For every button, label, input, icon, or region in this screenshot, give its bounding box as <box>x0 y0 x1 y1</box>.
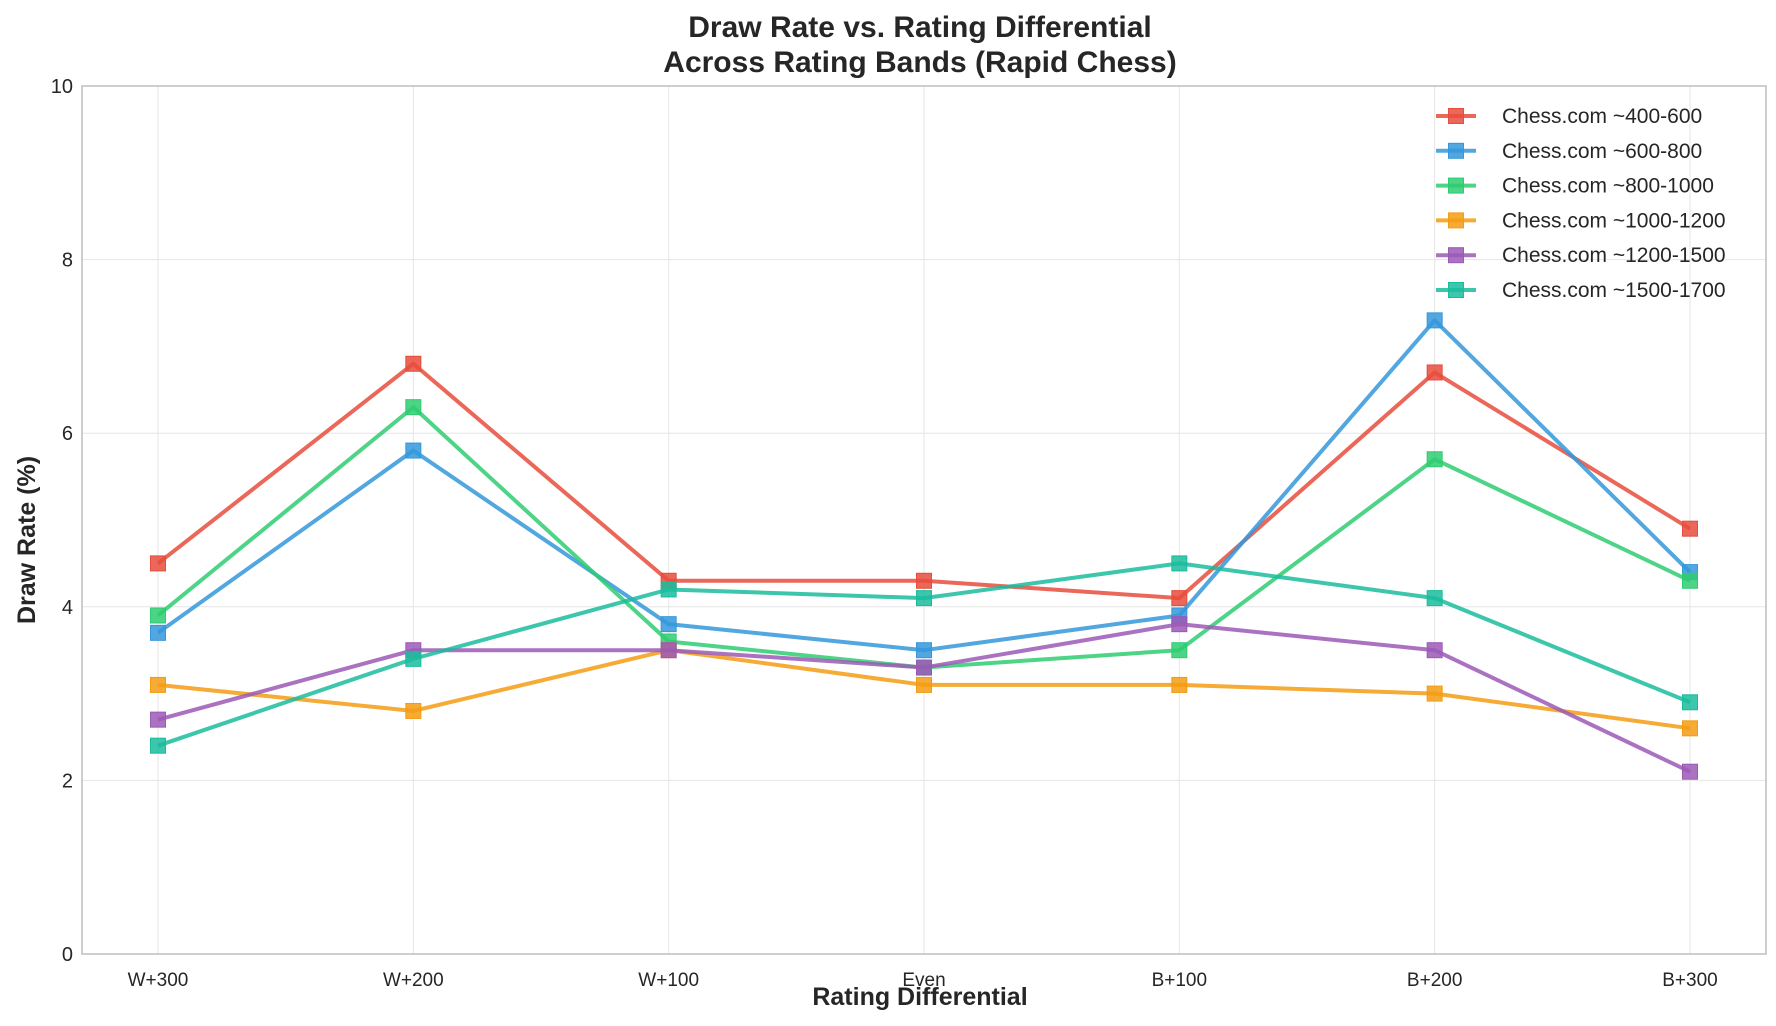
series-group <box>150 312 1698 780</box>
legend-marker <box>1448 247 1464 264</box>
data-point-marker <box>1426 312 1443 329</box>
data-point-marker <box>660 616 677 633</box>
data-point-marker <box>1682 763 1698 780</box>
x-tick-label: B+200 <box>1407 970 1462 991</box>
data-point-marker <box>1682 572 1698 589</box>
x-axis-ticks: W+300 W+200 W+100 Even B+100 B+200 B+300 <box>128 970 1718 991</box>
data-point-marker <box>916 659 932 676</box>
data-point-marker <box>1426 590 1443 607</box>
data-point-marker <box>150 737 166 754</box>
legend-label: Chess.com ~400-600 <box>1502 105 1702 128</box>
legend-marker <box>1448 108 1464 124</box>
y-tick-label: 10 <box>51 76 73 98</box>
data-point-marker <box>1426 364 1443 381</box>
data-point-marker <box>150 555 166 572</box>
data-point-marker <box>405 442 422 459</box>
x-tick-label: Even <box>902 970 945 991</box>
data-point-marker <box>405 650 422 667</box>
legend-marker <box>1448 282 1464 298</box>
data-point-marker <box>1171 676 1188 693</box>
data-point-marker <box>1682 720 1698 737</box>
data-point-marker <box>1682 520 1698 537</box>
legend-marker <box>1448 142 1464 159</box>
legend-label: Chess.com ~1500-1700 <box>1502 279 1726 302</box>
y-tick-label: 8 <box>62 250 73 272</box>
data-point-marker <box>405 355 422 372</box>
data-point-marker <box>1171 616 1188 633</box>
legend-label: Chess.com ~600-800 <box>1502 140 1702 163</box>
data-point-marker <box>916 676 932 693</box>
data-point-marker <box>150 607 166 624</box>
data-point-marker <box>916 590 932 607</box>
y-tick-label: 0 <box>62 944 73 966</box>
x-axis-label: Rating Differential <box>812 983 1027 1011</box>
y-tick-label: 2 <box>62 770 73 792</box>
legend-label: Chess.com ~1000-1200 <box>1502 209 1726 232</box>
x-tick-label: W+200 <box>383 970 444 991</box>
series-6 <box>150 555 1698 754</box>
chart-subtitle: Across Rating Bands (Rapid Chess) <box>663 46 1176 79</box>
legend-item: Chess.com ~1200-1500 <box>1436 244 1726 267</box>
data-point-marker <box>660 581 677 598</box>
legend-marker <box>1448 212 1464 229</box>
y-axis-label: Draw Rate (%) <box>13 456 41 624</box>
legend-item: Chess.com ~1500-1700 <box>1436 279 1726 302</box>
x-tick-label: B+300 <box>1662 970 1717 991</box>
x-tick-label: W+300 <box>128 970 189 991</box>
data-point-marker <box>1426 685 1443 702</box>
legend-marker <box>1448 177 1464 194</box>
series-4 <box>150 642 1698 737</box>
data-point-marker <box>1171 555 1188 572</box>
data-point-marker <box>1171 590 1188 607</box>
data-point-marker <box>150 676 166 693</box>
data-point-marker <box>150 711 166 728</box>
data-point-marker <box>916 572 932 589</box>
y-axis-ticks: 0 2 4 6 8 10 <box>51 76 73 966</box>
legend-item: Chess.com ~800-1000 <box>1436 175 1714 198</box>
x-tick-label: B+100 <box>1152 970 1207 991</box>
data-point-marker <box>405 399 422 416</box>
legend: Chess.com ~400-600 Chess.com ~600-800 Ches… <box>1436 105 1726 302</box>
data-point-marker <box>1426 451 1443 468</box>
x-tick-label: W+100 <box>638 970 699 991</box>
data-point-marker <box>916 642 932 659</box>
legend-label: Chess.com ~800-1000 <box>1502 175 1714 198</box>
legend-label: Chess.com ~1200-1500 <box>1502 244 1726 267</box>
data-point-marker <box>405 702 422 719</box>
chart-title: Draw Rate vs. Rating Differential <box>688 11 1151 44</box>
data-point-marker <box>150 624 166 641</box>
legend-item: Chess.com ~600-800 <box>1436 140 1702 163</box>
data-point-marker <box>1682 694 1698 711</box>
y-tick-label: 6 <box>62 423 73 445</box>
data-point-marker <box>660 642 677 659</box>
data-point-marker <box>1426 642 1443 659</box>
plot-frame <box>81 85 1767 955</box>
legend-item: Chess.com ~1000-1200 <box>1436 209 1726 232</box>
data-point-marker <box>1171 642 1188 659</box>
series-5 <box>150 616 1698 780</box>
legend-item: Chess.com ~400-600 <box>1436 105 1702 128</box>
y-tick-label: 4 <box>62 597 73 619</box>
